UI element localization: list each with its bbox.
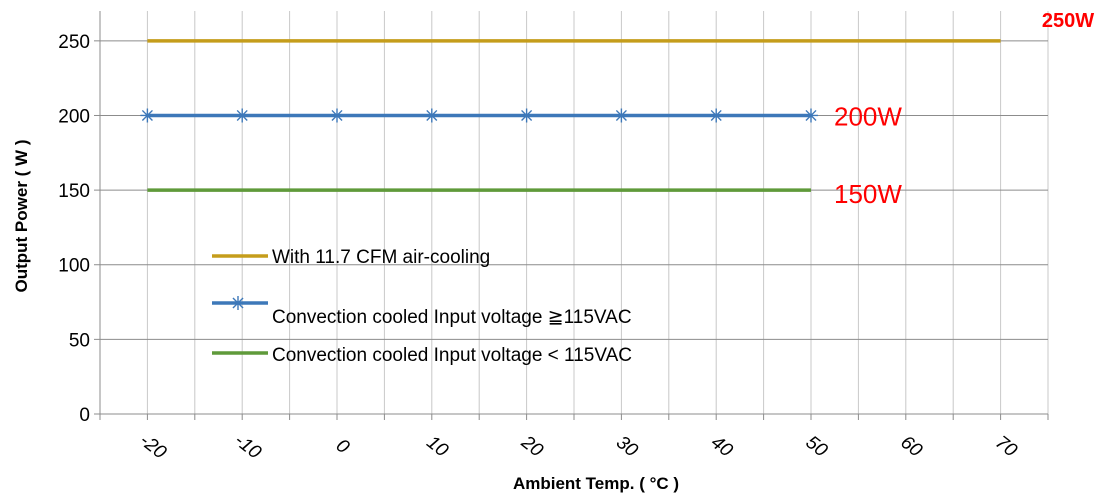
legend-item-2: Convection cooled Input voltage < 115VAC <box>212 345 632 366</box>
star-marker-shape <box>330 108 344 123</box>
x-tick-label: -20 <box>135 430 170 464</box>
star-marker-shape <box>519 108 534 123</box>
legend-item-0: With 11.7 CFM air-cooling <box>212 247 490 268</box>
legend: With 11.7 CFM air-cooling Convection cool… <box>212 247 632 366</box>
star-marker-shape <box>614 108 629 123</box>
legend-label: With 11.7 CFM air-cooling <box>272 247 490 268</box>
x-axis-title: Ambient Temp. ( °C ) <box>513 474 679 493</box>
x-tick-label: 10 <box>422 432 452 462</box>
star-marker <box>614 108 629 123</box>
x-tick-label: 40 <box>707 432 737 462</box>
star-marker <box>231 296 245 310</box>
y-tick-label: 200 <box>58 106 90 127</box>
annotations: 250W 200W 150W <box>834 10 1094 209</box>
legend-item-1: Convection cooled Input voltage ≧115VAC <box>212 296 632 328</box>
legend-label: Convection cooled Input voltage ≧115VAC <box>272 307 632 328</box>
x-tick-label: 30 <box>612 432 642 462</box>
star-marker <box>519 108 534 123</box>
y-tick-label: 0 <box>79 405 90 426</box>
star-marker <box>804 108 818 123</box>
annotation-250w: 250W <box>1042 10 1094 32</box>
star-marker-shape <box>235 108 250 123</box>
y-tick-label: 50 <box>69 330 90 351</box>
star-marker-shape <box>804 108 818 123</box>
x-tick-label: 20 <box>516 431 547 461</box>
tick-labels: 0 50 100 150 200 250 -20 -10 0 10 20 30 40 50 60 70 <box>58 32 1021 464</box>
star-marker <box>424 108 439 123</box>
legend-label: Convection cooled Input voltage < 115VAC <box>272 345 632 366</box>
y-tick-label: 100 <box>58 256 90 277</box>
star-marker-shape <box>424 108 439 123</box>
series-lines <box>140 39 1001 192</box>
star-marker-shape <box>140 108 155 123</box>
star-marker <box>140 108 155 123</box>
x-tick-label: 50 <box>802 432 832 462</box>
x-tick-label: 60 <box>896 432 926 462</box>
x-tick-label: 70 <box>991 432 1021 462</box>
x-tick-label: 0 <box>332 435 354 458</box>
annotation-200w: 200W <box>834 101 902 131</box>
star-marker <box>330 108 344 123</box>
axes <box>94 11 1049 420</box>
star-marker <box>235 108 250 123</box>
star-marker-shape <box>709 108 724 123</box>
y-axis-title: Output Power ( W ) <box>12 140 31 293</box>
star-marker <box>709 108 724 123</box>
star-marker-shape <box>231 296 245 310</box>
y-tick-label: 150 <box>58 181 90 202</box>
annotation-150w: 150W <box>834 179 902 209</box>
y-tick-label: 250 <box>58 32 90 53</box>
x-tick-label: -10 <box>230 430 265 464</box>
